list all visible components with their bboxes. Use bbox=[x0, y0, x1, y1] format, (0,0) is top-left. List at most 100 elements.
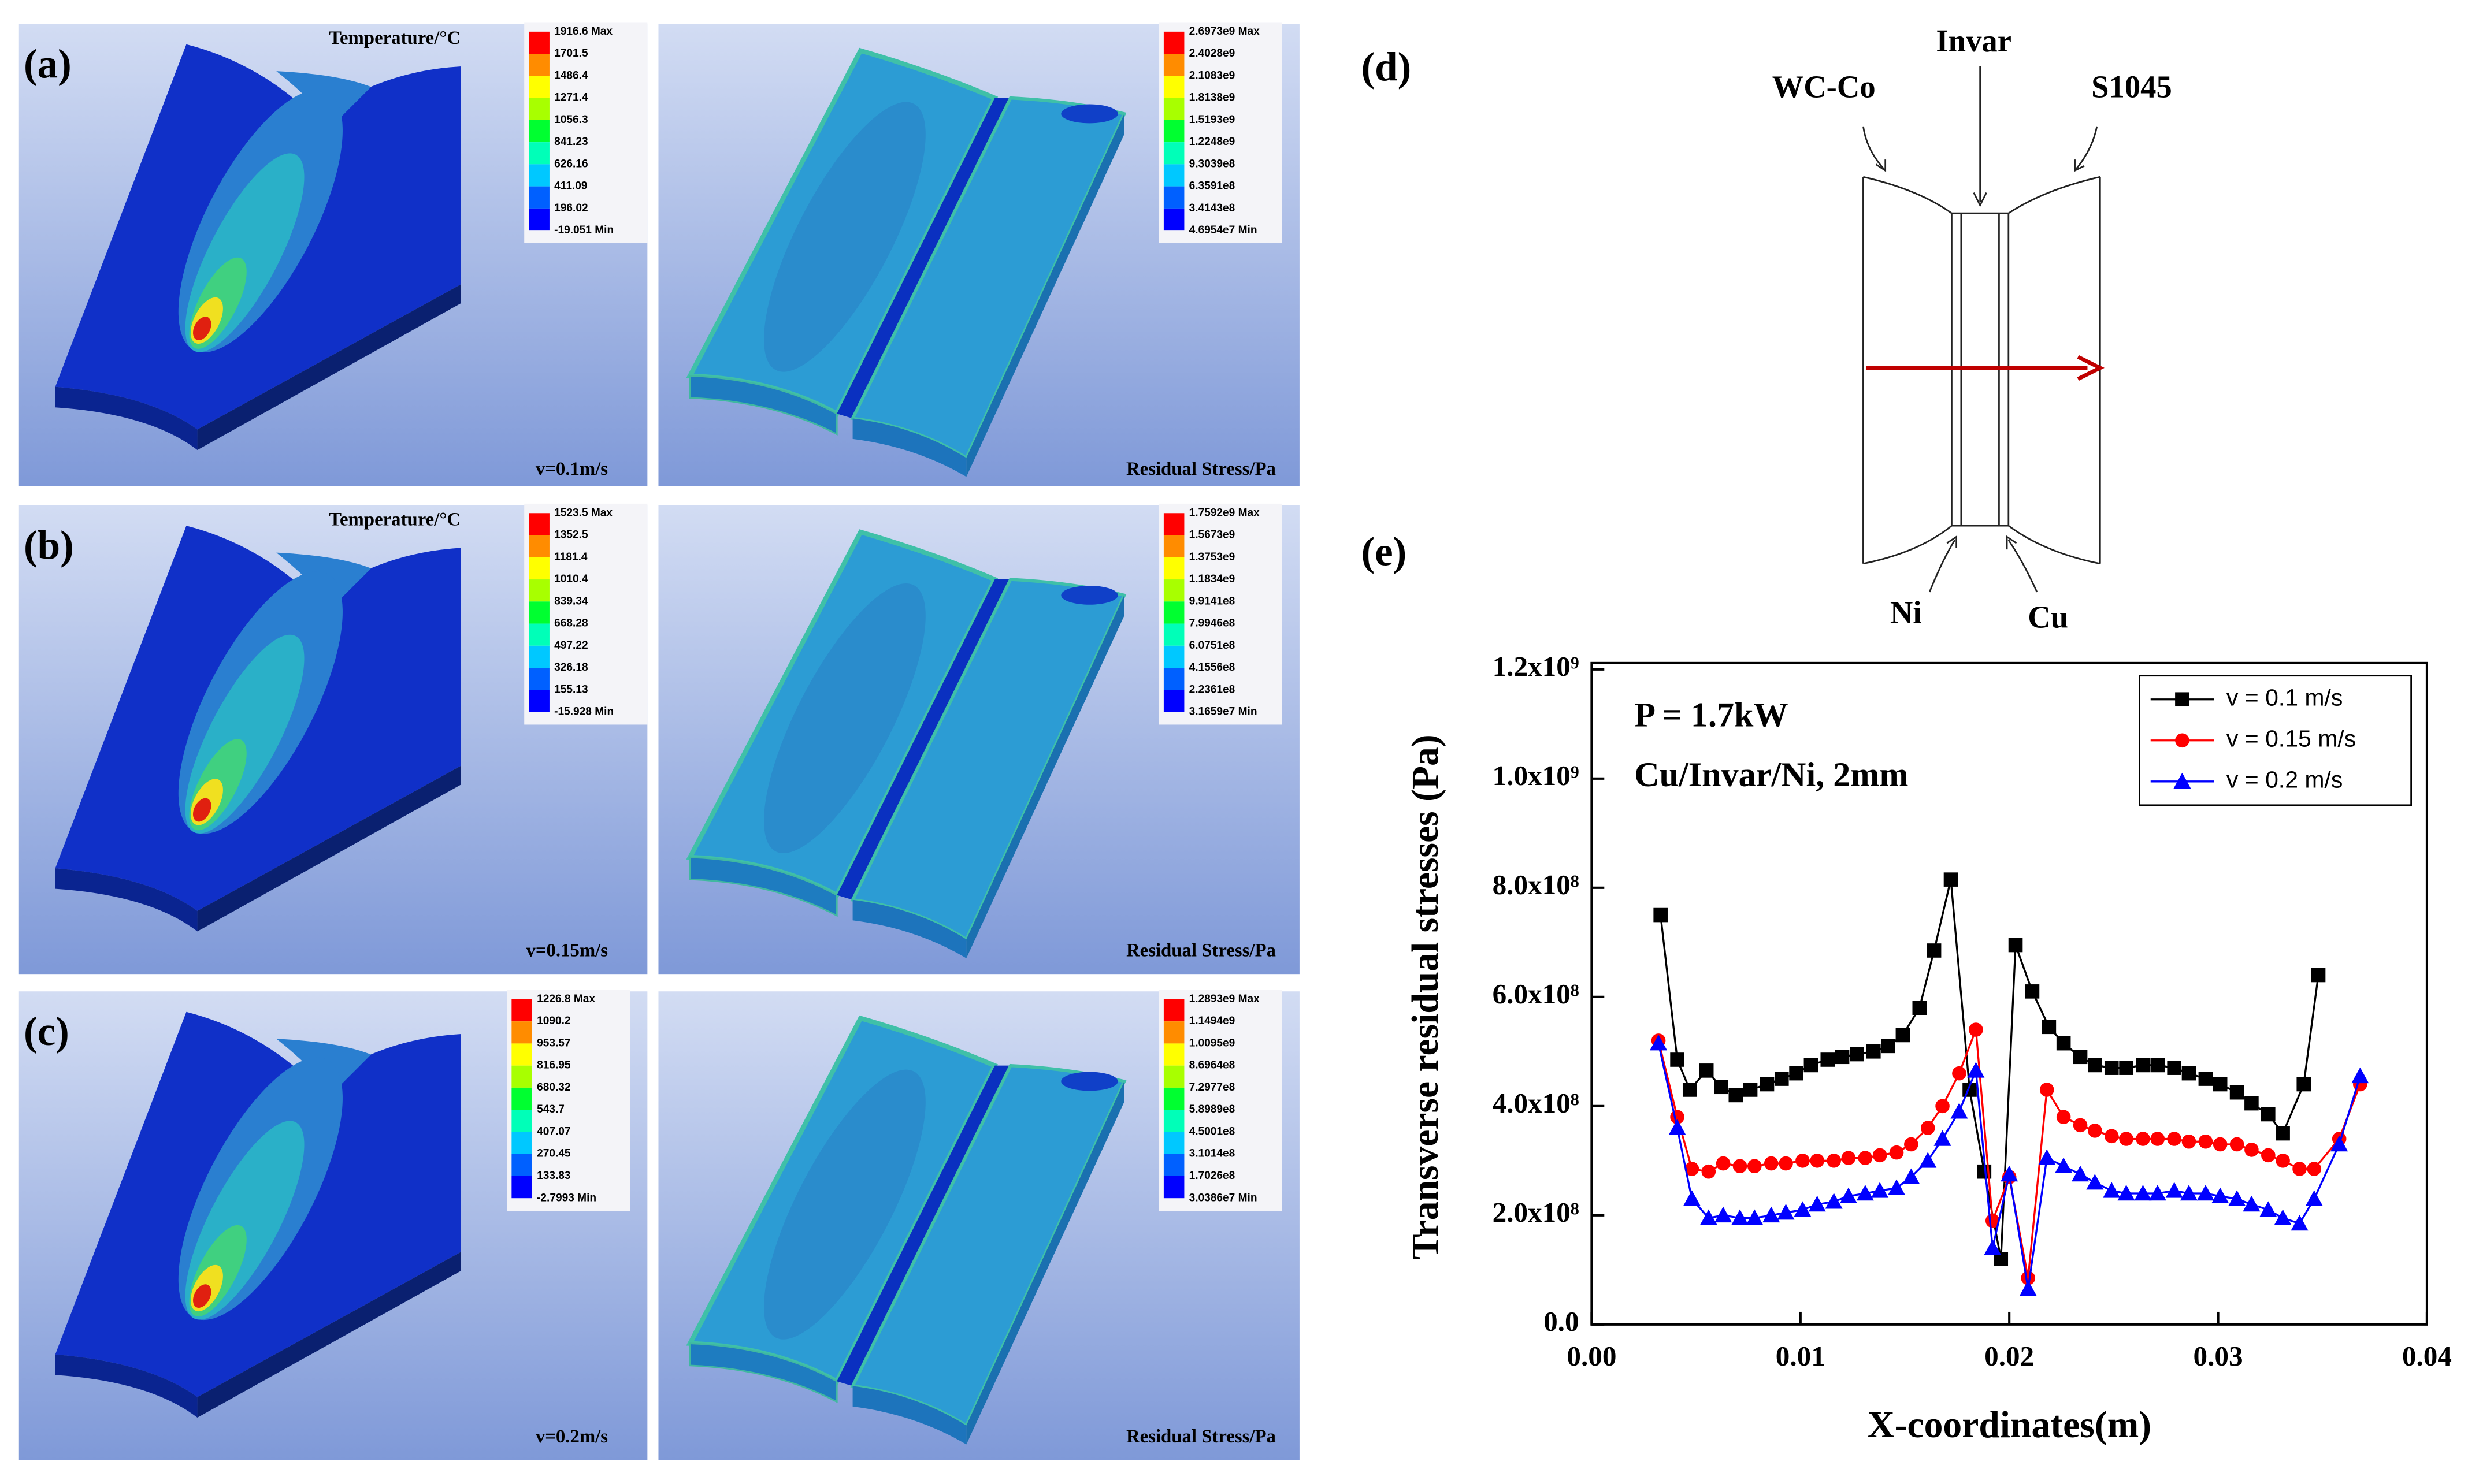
colorbar-label: 1181.4 bbox=[554, 551, 588, 563]
marker bbox=[2056, 1036, 2071, 1051]
marker bbox=[2073, 1118, 2088, 1133]
colorbar-label: 680.32 bbox=[537, 1081, 570, 1094]
colorbar-label: 9.3039e8 bbox=[1189, 158, 1235, 170]
marker bbox=[2244, 1096, 2259, 1111]
marker bbox=[1895, 1028, 1910, 1043]
marker bbox=[1933, 1130, 1951, 1146]
marker bbox=[2213, 1137, 2228, 1152]
colorbar-label: 8.6964e8 bbox=[1189, 1059, 1235, 1072]
marker bbox=[1747, 1159, 1762, 1174]
x-axis-label: X-coordinates(m) bbox=[1867, 1404, 2151, 1446]
y-tick-label: 4.0x10⁸ bbox=[1493, 1087, 1579, 1119]
marker bbox=[2088, 1058, 2102, 1073]
y-tick-label: 6.0x10⁸ bbox=[1493, 978, 1579, 1010]
colorbar-label: 3.1014e8 bbox=[1189, 1148, 1235, 1160]
colorbar-label: 4.5001e8 bbox=[1189, 1125, 1235, 1137]
marker bbox=[2025, 984, 2040, 999]
marker bbox=[1683, 1190, 1701, 1206]
marker bbox=[2148, 1184, 2166, 1201]
marker bbox=[2311, 968, 2326, 983]
marker bbox=[2117, 1184, 2135, 1201]
marker bbox=[1919, 1152, 1937, 1168]
marker bbox=[1943, 872, 1958, 887]
marker bbox=[1684, 1162, 1699, 1176]
marker bbox=[2173, 772, 2191, 789]
marker bbox=[1762, 1206, 1780, 1223]
marker bbox=[2261, 1107, 2276, 1122]
colorbar-label: 1.8138e9 bbox=[1189, 92, 1235, 104]
speed-label: v=0.1m/s bbox=[536, 459, 608, 479]
marker bbox=[1732, 1159, 1747, 1174]
marker bbox=[2259, 1201, 2277, 1217]
marker bbox=[2330, 1135, 2348, 1152]
marker bbox=[1888, 1179, 1906, 1195]
annotation: Cu/Invar/Ni, 2mm bbox=[1634, 756, 1908, 794]
marker bbox=[1808, 1195, 1826, 1212]
colorbar-label: 1010.4 bbox=[554, 573, 588, 585]
legend-title: Temperature/°C bbox=[329, 28, 461, 49]
marker bbox=[1794, 1201, 1812, 1217]
marker bbox=[1699, 1063, 1714, 1078]
marker bbox=[2167, 1132, 2181, 1146]
annotation: P = 1.7kW bbox=[1634, 695, 1788, 734]
marker bbox=[2001, 1165, 2018, 1182]
colorbar-label: 6.3591e8 bbox=[1189, 180, 1235, 192]
colorbar-label: 411.09 bbox=[554, 180, 587, 192]
colorbar-label: 1.2893e9 Max bbox=[1189, 993, 1260, 1005]
marker bbox=[1803, 1058, 1818, 1073]
colorbar-label: 1.3753e9 bbox=[1189, 551, 1235, 563]
marker bbox=[2196, 1184, 2214, 1201]
colorbar-label: 4.1556e8 bbox=[1189, 661, 1235, 674]
marker bbox=[1825, 1193, 1843, 1209]
marker bbox=[2008, 938, 2023, 953]
marker bbox=[2351, 1067, 2369, 1084]
marker bbox=[2119, 1132, 2133, 1146]
material-label: WC-Co bbox=[1772, 69, 1876, 104]
marker bbox=[2244, 1143, 2259, 1157]
legend-title: Residual Stress/Pa bbox=[1126, 459, 1276, 479]
marker bbox=[1714, 1206, 1732, 1223]
material-label: Invar bbox=[1936, 23, 2011, 58]
marker bbox=[1810, 1154, 1825, 1168]
colorbar-label: 4.6954e7 Min bbox=[1189, 224, 1257, 236]
marker bbox=[1904, 1137, 1918, 1152]
speed-label: v=0.15m/s bbox=[526, 940, 608, 961]
marker bbox=[2198, 1072, 2213, 1086]
marker bbox=[2181, 1066, 2196, 1081]
marker bbox=[1728, 1088, 1743, 1103]
marker bbox=[2136, 1132, 2150, 1146]
marker bbox=[1952, 1066, 1966, 1081]
material-label: Cu bbox=[2028, 600, 2068, 635]
marker bbox=[2292, 1162, 2307, 1176]
marker bbox=[1670, 1052, 1684, 1067]
legend-title: Temperature/°C bbox=[329, 509, 461, 530]
marker bbox=[2211, 1187, 2229, 1204]
legend-label: v = 0.2 m/s bbox=[2226, 767, 2343, 793]
colorbar-label: 1.0095e9 bbox=[1189, 1037, 1235, 1049]
marker bbox=[1731, 1209, 1749, 1225]
colorbar-label: -15.928 Min bbox=[554, 706, 614, 718]
legend-label: v = 0.15 m/s bbox=[2226, 726, 2356, 752]
colorbar-label: 839.34 bbox=[554, 595, 588, 607]
x-tick-label: 0.00 bbox=[1567, 1340, 1616, 1372]
y-axis-label: Transverse residual stresses (Pa) bbox=[1405, 734, 1446, 1259]
marker bbox=[1699, 1209, 1717, 1225]
marker bbox=[2021, 1271, 2036, 1285]
marker bbox=[2296, 1077, 2311, 1092]
colorbar-label: 1.1494e9 bbox=[1189, 1015, 1235, 1027]
marker bbox=[1841, 1151, 1856, 1165]
marker bbox=[1777, 1204, 1795, 1220]
panel-label: (c) bbox=[24, 1009, 69, 1054]
marker bbox=[2019, 1280, 2037, 1296]
colorbar-label: 2.2361e8 bbox=[1189, 683, 1235, 695]
colorbar-label: 1.7592e9 Max bbox=[1189, 507, 1260, 519]
marker bbox=[2073, 1050, 2088, 1065]
colorbar-label: 7.2977e8 bbox=[1189, 1081, 1235, 1094]
schematic bbox=[1862, 66, 2105, 593]
marker bbox=[2276, 1126, 2290, 1141]
marker bbox=[1820, 1052, 1835, 1067]
marker bbox=[1668, 1119, 1686, 1135]
marker bbox=[2291, 1214, 2309, 1231]
marker bbox=[1714, 1080, 1728, 1095]
